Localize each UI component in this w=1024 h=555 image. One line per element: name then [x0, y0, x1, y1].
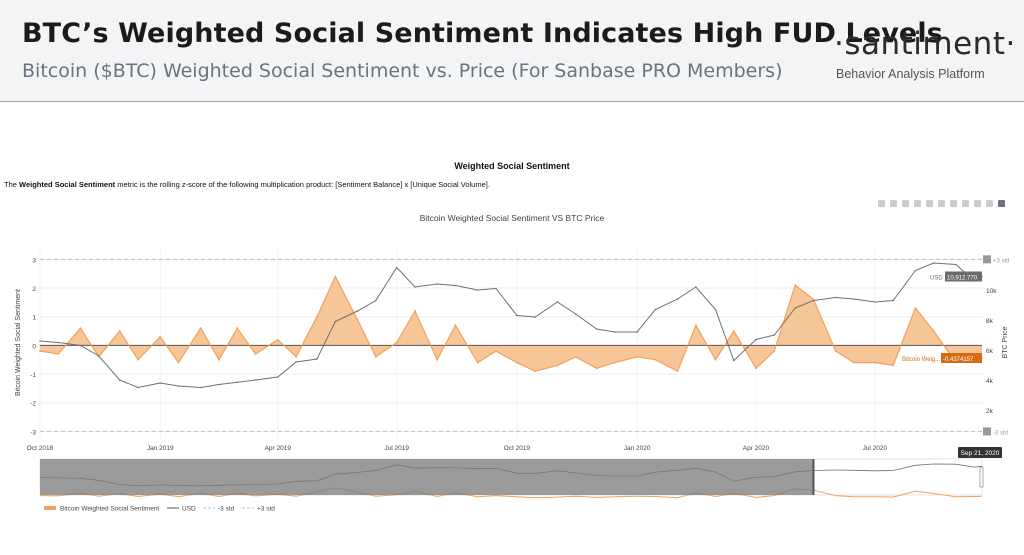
reset-axes-icon[interactable] — [950, 200, 957, 207]
chart-modebar — [878, 200, 1010, 208]
santiment-logo: ·santiment· — [834, 26, 1016, 62]
spike-lines-icon[interactable] — [962, 200, 969, 207]
plotly-logo-icon[interactable] — [998, 200, 1005, 207]
camera-icon[interactable] — [878, 200, 885, 207]
panel-heading: Weighted Social Sentiment — [454, 161, 570, 171]
report-subtitle: Bitcoin ($BTC) Weighted Social Sentiment… — [22, 60, 783, 82]
zoom-out-icon[interactable] — [926, 200, 933, 207]
desc-bold: Weighted Social Sentiment — [19, 180, 116, 189]
hover-compare-icon[interactable] — [986, 200, 993, 207]
desc-prefix: The — [4, 180, 20, 189]
chart-panel: Weighted Social Sentiment The Weighted S… — [0, 101, 1024, 555]
brand-tagline: Behavior Analysis Platform — [836, 67, 985, 81]
report-title: BTC’s Weighted Social Sentiment Indicate… — [22, 18, 943, 49]
desc-rest: metric is the rolling z-score of the fol… — [115, 180, 490, 189]
autoscale-icon[interactable] — [938, 200, 945, 207]
metric-description: The Weighted Social Sentiment metric is … — [4, 180, 490, 189]
zoom-icon[interactable] — [890, 200, 897, 207]
report-header: BTC’s Weighted Social Sentiment Indicate… — [0, 0, 1024, 97]
zoom-in-icon[interactable] — [914, 200, 921, 207]
hover-closest-icon[interactable] — [974, 200, 981, 207]
pan-icon[interactable] — [902, 200, 909, 207]
